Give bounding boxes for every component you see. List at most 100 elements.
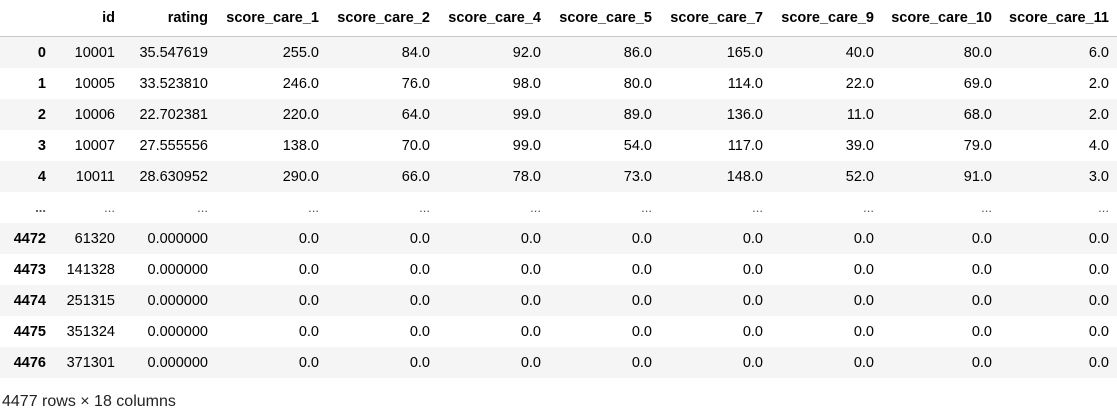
header-row: id rating score_care_1 score_care_2 scor… — [0, 0, 1117, 37]
table-cell: 165.0 — [726, 44, 763, 61]
table-cell: 0.0 — [520, 230, 541, 247]
column-header-rating: rating — [123, 0, 216, 37]
table-cell: 117.0 — [727, 137, 763, 154]
table-cell: 0.000000 — [147, 354, 208, 371]
index-header — [0, 0, 54, 37]
column-header-id: id — [54, 0, 123, 37]
row-index: ... — [35, 200, 46, 215]
table-cell: 0.0 — [853, 261, 874, 278]
table-cell: 22.0 — [845, 75, 874, 92]
table-cell: 98.0 — [512, 75, 541, 92]
table-cell: 0.0 — [853, 323, 874, 340]
table-cell: 33.523810 — [139, 75, 208, 92]
table-cell: 6.0 — [1088, 44, 1109, 61]
row-index: 4472 — [13, 230, 46, 247]
table-cell: 39.0 — [845, 137, 874, 154]
table-cell: 0.0 — [853, 354, 874, 371]
table-cell: 35.547619 — [139, 44, 208, 61]
table-cell: 10005 — [74, 75, 115, 92]
table-cell: 70.0 — [401, 137, 430, 154]
dataframe-output: id rating score_care_1 score_care_2 scor… — [0, 0, 1117, 371]
table-row: 2 10006 22.702381 220.0 64.0 99.0 89.0 1… — [0, 99, 1117, 130]
table-cell: ... — [1098, 200, 1109, 215]
table-cell: 80.0 — [963, 44, 992, 61]
table-cell: 141328 — [66, 261, 115, 278]
table-row: 3 10007 27.555556 138.0 70.0 99.0 54.0 1… — [0, 130, 1117, 161]
table-cell: 0.0 — [520, 292, 541, 309]
table-cell: 0.0 — [742, 230, 763, 247]
table-cell: 89.0 — [623, 106, 652, 123]
table-cell: 10007 — [74, 137, 115, 154]
table-cell: 246.0 — [282, 75, 319, 92]
table-cell: ... — [104, 200, 115, 215]
table-row: 4474 251315 0.000000 0.0 0.0 0.0 0.0 0.0… — [0, 285, 1117, 316]
table-cell: 0.0 — [631, 230, 652, 247]
table-cell: 0.000000 — [147, 261, 208, 278]
table-row: 4472 61320 0.000000 0.0 0.0 0.0 0.0 0.0 … — [0, 223, 1117, 254]
dataframe-shape-text: 4477 rows × 18 columns — [2, 393, 176, 410]
table-row: 0 10001 35.547619 255.0 84.0 92.0 86.0 1… — [0, 36, 1117, 68]
table-cell: 40.0 — [845, 44, 874, 61]
table-cell: 0.0 — [631, 261, 652, 278]
table-cell: 0.0 — [742, 323, 763, 340]
column-header-score-care-9: score_care_9 — [771, 0, 882, 37]
table-cell: 0.0 — [1088, 323, 1109, 340]
table-cell: 79.0 — [963, 137, 992, 154]
table-cell: 0.0 — [742, 354, 763, 371]
table-cell: 351324 — [66, 323, 115, 340]
table-row: 4473 141328 0.000000 0.0 0.0 0.0 0.0 0.0… — [0, 254, 1117, 285]
table-cell: ... — [530, 200, 541, 215]
table-cell: 0.0 — [409, 230, 430, 247]
table-cell: 0.0 — [520, 261, 541, 278]
table-cell: 73.0 — [623, 168, 652, 185]
table-cell: 220.0 — [282, 106, 319, 123]
row-index: 4 — [37, 168, 46, 185]
ellipsis-row: ... ... ... ... ... ... ... ... ... ... … — [0, 192, 1117, 223]
table-cell: 99.0 — [512, 137, 541, 154]
row-index: 4475 — [13, 323, 46, 340]
row-index: 0 — [37, 44, 46, 61]
table-cell: ... — [863, 200, 874, 215]
row-index: 4474 — [13, 292, 46, 309]
table-cell: 3.0 — [1088, 168, 1109, 185]
table-cell: 2.0 — [1088, 106, 1109, 123]
table-cell: 0.0 — [631, 323, 652, 340]
table-cell: 0.0 — [853, 292, 874, 309]
table-cell: 78.0 — [512, 168, 541, 185]
table-cell: 64.0 — [401, 106, 430, 123]
table-cell: 0.0 — [409, 261, 430, 278]
table-cell: 371301 — [66, 354, 115, 371]
table-cell: 76.0 — [401, 75, 430, 92]
table-cell: 0.0 — [631, 292, 652, 309]
table-cell: 0.000000 — [147, 230, 208, 247]
table-row: 4 10011 28.630952 290.0 66.0 78.0 73.0 1… — [0, 161, 1117, 192]
column-header-score-care-2: score_care_2 — [327, 0, 438, 37]
table-cell: 52.0 — [845, 168, 874, 185]
table-cell: 0.0 — [971, 230, 992, 247]
table-cell: 0.0 — [1088, 292, 1109, 309]
table-cell: 0.0 — [520, 323, 541, 340]
table-cell: 0.0 — [742, 292, 763, 309]
table-cell: 27.555556 — [139, 137, 208, 154]
table-cell: 28.630952 — [139, 168, 208, 185]
table-cell: 68.0 — [963, 106, 992, 123]
table-cell: 0.0 — [971, 323, 992, 340]
table-cell: 54.0 — [623, 137, 652, 154]
table-cell: 0.0 — [853, 230, 874, 247]
column-header-score-care-4: score_care_4 — [438, 0, 549, 37]
table-cell: ... — [981, 200, 992, 215]
table-cell: 0.0 — [971, 261, 992, 278]
table-cell: 84.0 — [401, 44, 430, 61]
column-header-score-care-10: score_care_10 — [882, 0, 1000, 37]
table-cell: 0.0 — [409, 354, 430, 371]
table-cell: 99.0 — [512, 106, 541, 123]
row-index: 1 — [37, 75, 46, 92]
table-cell: 0.0 — [631, 354, 652, 371]
table-cell: 0.0 — [409, 323, 430, 340]
table-cell: 10006 — [74, 106, 115, 123]
table-cell: 91.0 — [963, 168, 992, 185]
table-cell: 0.0 — [520, 354, 541, 371]
table-cell: 0.0 — [971, 354, 992, 371]
table-cell: 4.0 — [1088, 137, 1109, 154]
table-cell: 255.0 — [282, 44, 319, 61]
